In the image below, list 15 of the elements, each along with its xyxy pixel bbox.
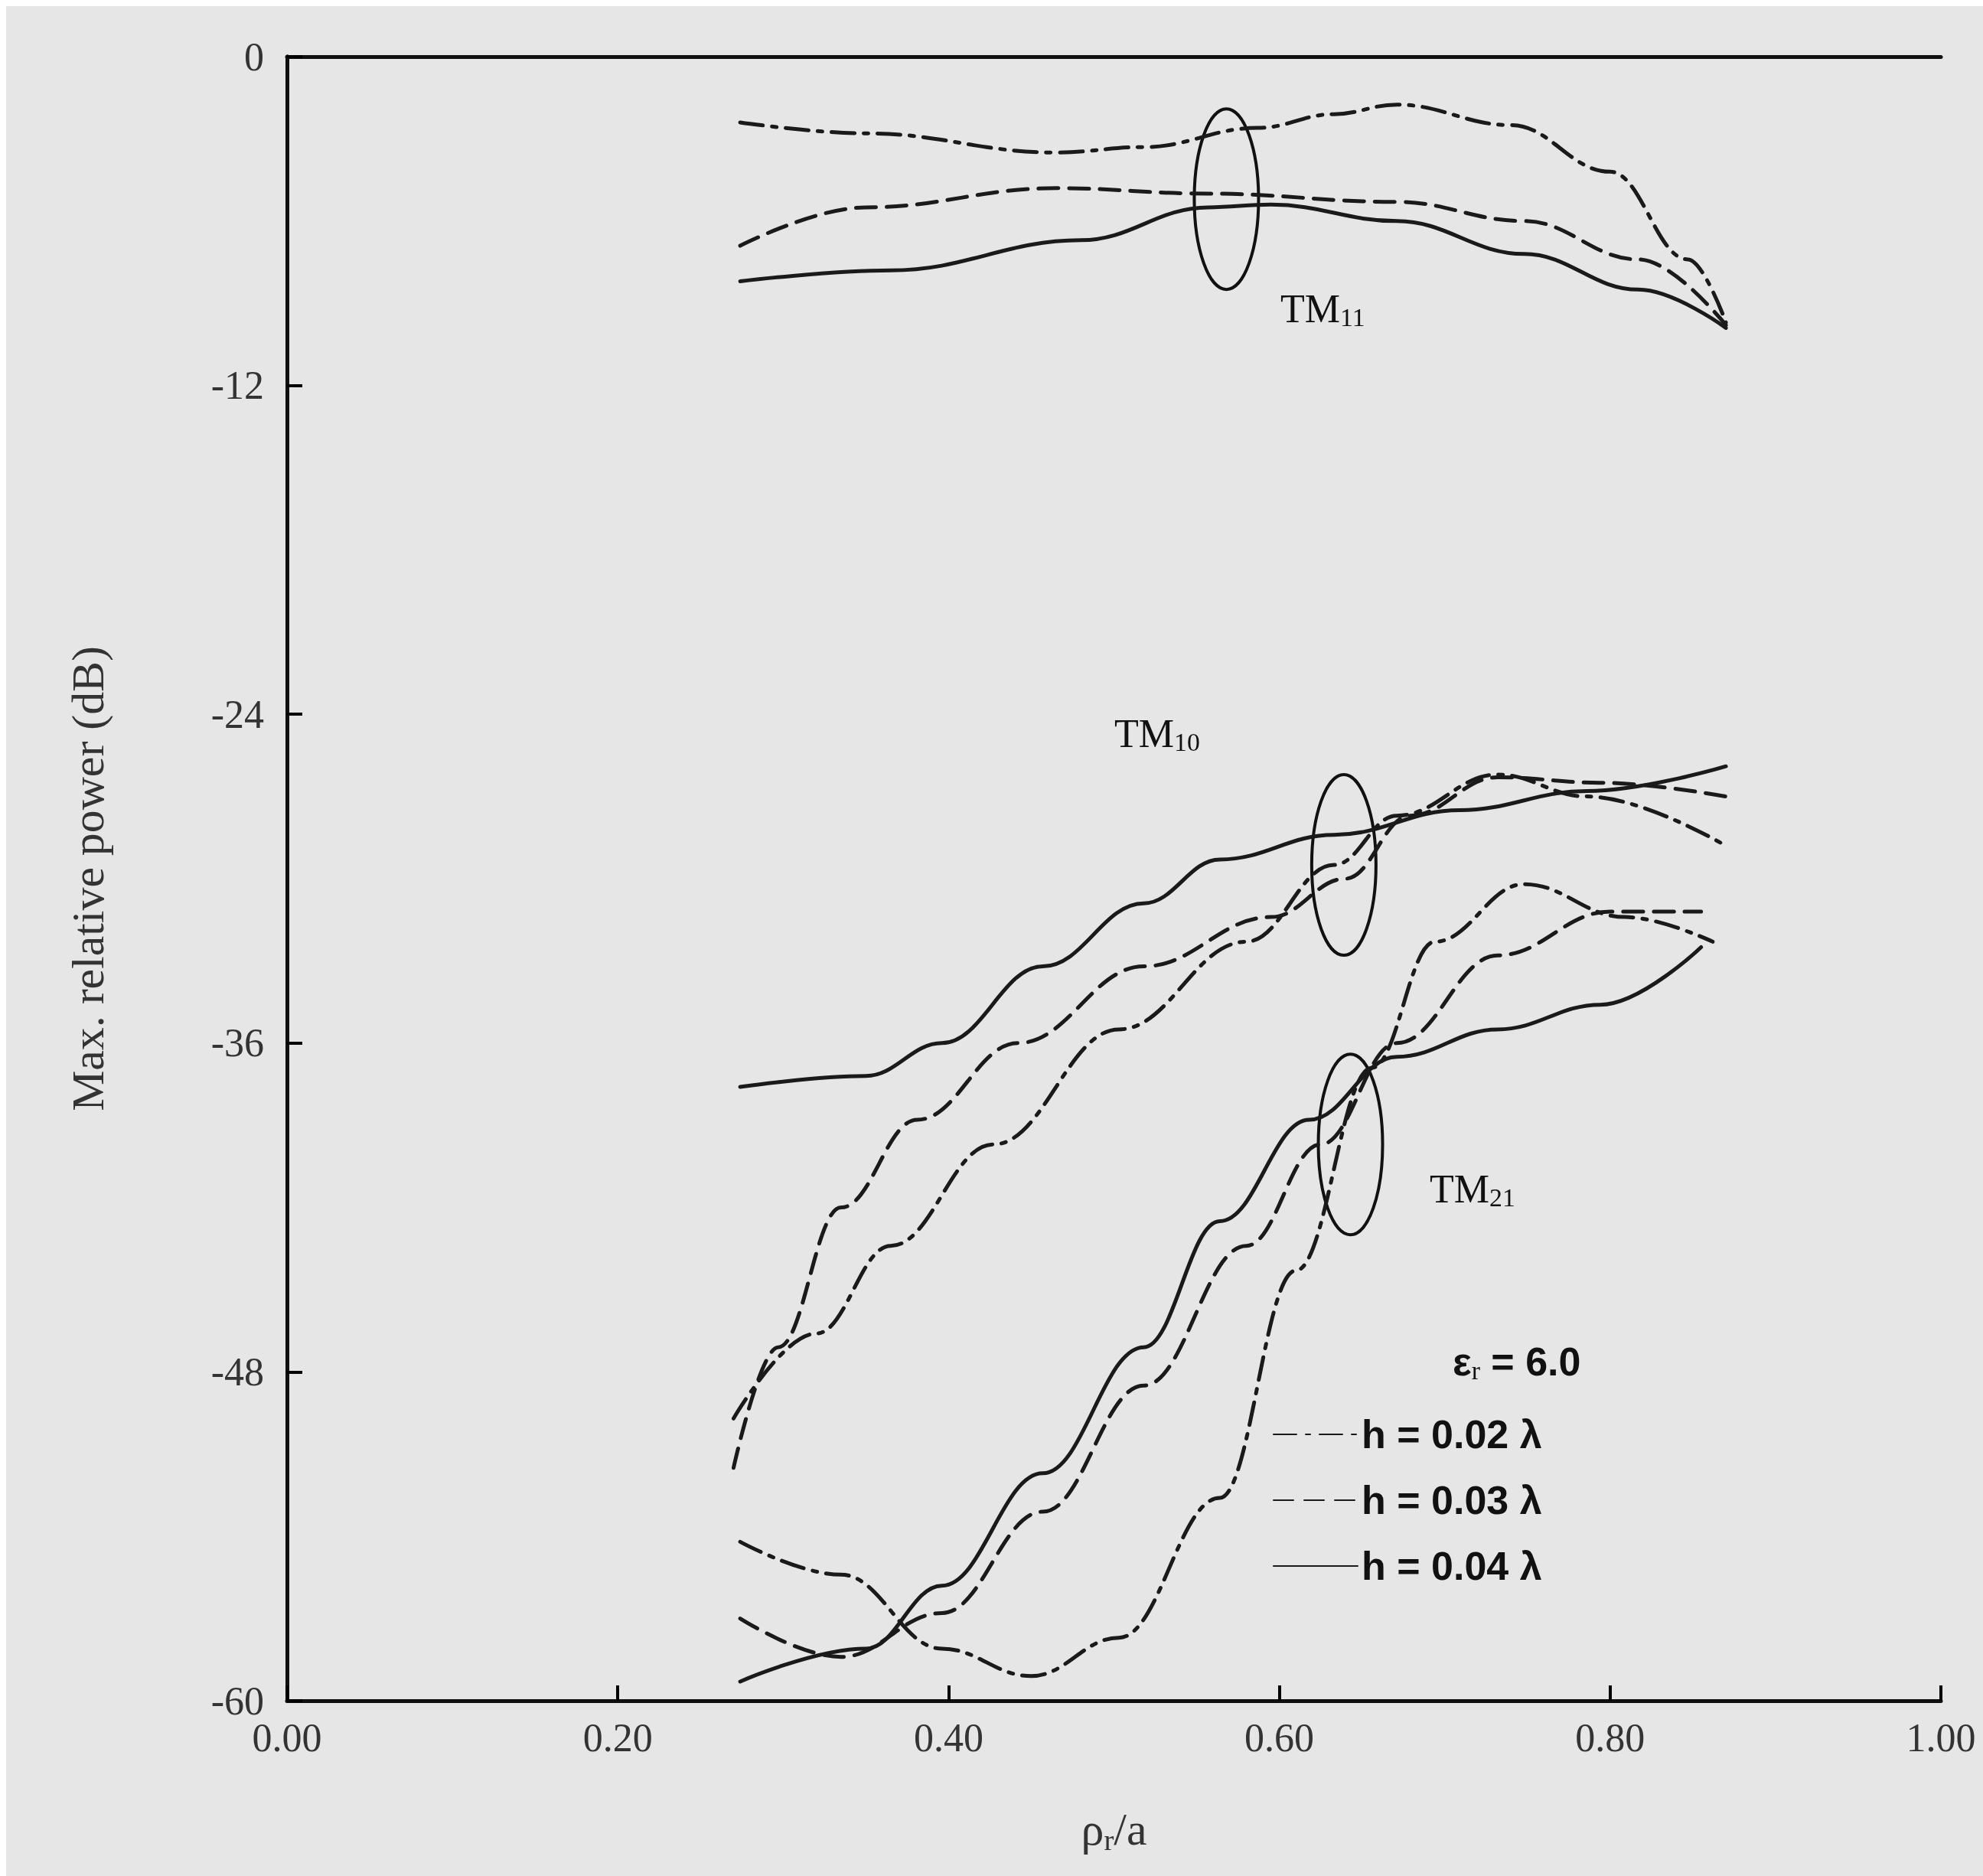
legend-label: h = 0.04 λ (1362, 1544, 1542, 1588)
x-tick-label: 0.80 (1575, 1715, 1645, 1760)
legend-title: εr = 6.0 (1453, 1339, 1581, 1385)
legend-label: h = 0.02 λ (1362, 1412, 1542, 1457)
y-tick-label: -12 (210, 364, 264, 408)
y-tick-label: 0 (244, 34, 264, 79)
y-tick-label: -48 (210, 1349, 264, 1394)
x-tick-label: 0.40 (913, 1715, 983, 1760)
y-axis-title: Max. relative power (dB) (63, 646, 113, 1111)
x-tick-label: 0.20 (582, 1715, 653, 1760)
y-tick-label: -36 (210, 1021, 264, 1065)
y-tick-label: -24 (210, 692, 264, 736)
legend-label: h = 0.03 λ (1362, 1478, 1542, 1522)
x-tick-label: 1.00 (1906, 1715, 1976, 1760)
x-tick-label: 0.60 (1244, 1715, 1315, 1760)
